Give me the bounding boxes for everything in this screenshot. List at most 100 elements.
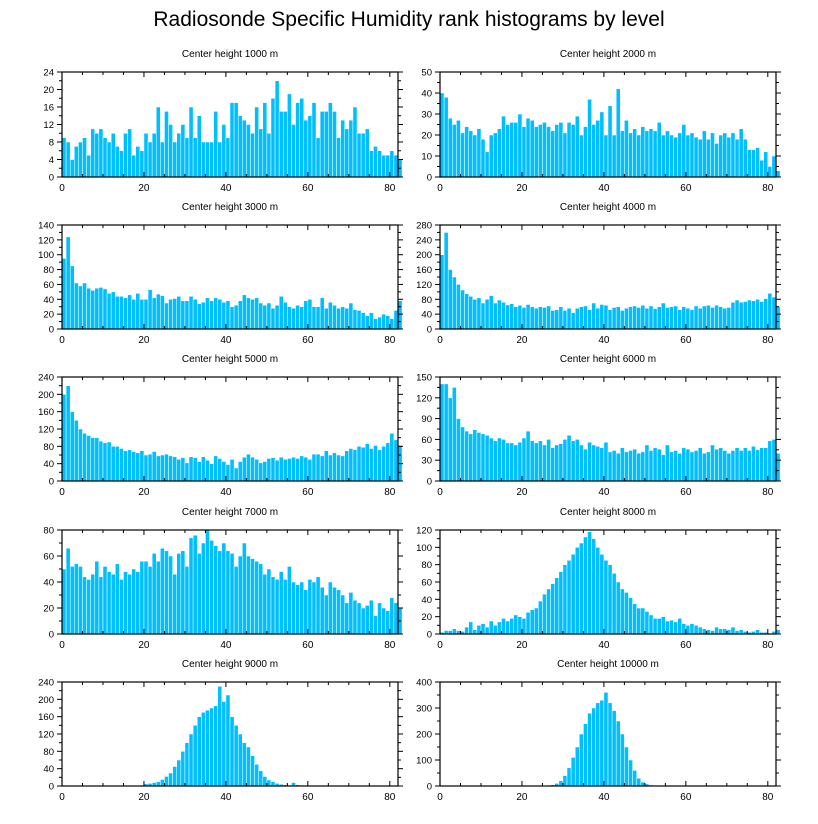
histogram-bar (385, 442, 391, 482)
x-tick-label: 20 (138, 487, 150, 498)
histogram-bar (135, 293, 141, 330)
histogram-bar (360, 312, 366, 330)
histogram-bar (119, 296, 124, 330)
histogram-bar (266, 568, 272, 635)
histogram-bar (669, 134, 674, 178)
histogram-bar (566, 307, 572, 330)
histogram-panel-2: Center height 2000 m 0 20 40 60 80 0 10 20 30 40 50 (421, 49, 781, 194)
histogram-bar (583, 126, 588, 178)
x-tick-label: 60 (302, 335, 314, 346)
histogram-bar (706, 138, 711, 178)
histogram-bar (439, 254, 445, 330)
histogram-bar (217, 299, 223, 330)
histogram-panel-10: Center height 10000 m 0 20 40 60 80 0 100 200 300… (416, 659, 781, 803)
x-tick-label: 20 (138, 183, 150, 194)
histogram-bar (443, 383, 449, 482)
histogram-bar (722, 450, 728, 482)
histogram-bar (213, 545, 218, 635)
histogram-bar (364, 443, 370, 482)
histogram-bar (328, 102, 333, 178)
histogram-bar (299, 581, 305, 635)
histogram-bar (673, 450, 678, 482)
y-tick-label: 100 (38, 250, 54, 261)
panel-title: Center height 9000 m (182, 659, 278, 670)
histogram-bar (139, 560, 145, 635)
histogram-bar (693, 136, 699, 178)
histogram-bar (673, 305, 678, 330)
histogram-bar (497, 128, 502, 178)
histogram-bar (529, 440, 535, 482)
histogram-bar (697, 307, 703, 330)
histogram-bar (652, 618, 658, 635)
histogram-bar (661, 302, 666, 330)
x-tick-label: 60 (680, 335, 692, 346)
histogram-bar (315, 306, 321, 330)
histogram-bar (665, 307, 670, 330)
y-tick-label: 240 (38, 678, 54, 689)
histogram-bar (213, 705, 218, 787)
histogram-bar (369, 448, 374, 482)
histogram-bar (352, 106, 358, 178)
histogram-bar (480, 433, 486, 482)
histogram-bar (775, 453, 781, 482)
histogram-bar (348, 592, 354, 635)
histogram-bar (160, 141, 165, 178)
y-tick-label: 40 (43, 764, 54, 775)
histogram-bar (61, 568, 67, 635)
histogram-bar (78, 285, 83, 330)
y-tick-label: 10 (421, 152, 432, 163)
histogram-bar (759, 447, 764, 482)
histogram-bar (476, 432, 482, 482)
histogram-bar (587, 441, 592, 482)
histogram-bar (767, 166, 773, 178)
histogram-bar (221, 542, 227, 635)
histogram-bar (115, 446, 120, 482)
x-tick-label: 40 (598, 640, 610, 651)
histogram-bar (624, 746, 629, 787)
histogram-bar (562, 564, 568, 635)
histogram-bar (160, 295, 165, 330)
histogram-bar (377, 602, 382, 635)
histogram-bar (139, 450, 145, 482)
histogram-bar (213, 111, 218, 178)
histogram-bar (558, 443, 564, 482)
histogram-bar (192, 725, 198, 787)
histogram-bar (648, 128, 654, 178)
histogram-panel-4: Center height 4000 m 0 20 40 60 80 0 40 80 120 160… (416, 202, 781, 346)
y-tick-label: 24 (43, 68, 54, 79)
histogram-bar (287, 458, 292, 482)
histogram-bar (472, 629, 478, 635)
histogram-bar (258, 462, 264, 482)
histogram-bar (147, 141, 153, 178)
histogram-bar (665, 444, 670, 482)
histogram-bar (767, 440, 773, 482)
histogram-bar (587, 712, 592, 787)
histogram-bar (546, 439, 551, 482)
y-tick-label: 40 (421, 89, 432, 100)
y-tick-label: 12 (43, 120, 54, 131)
histogram-bar (188, 296, 194, 330)
histogram-bar (65, 141, 71, 178)
histogram-bar (763, 298, 769, 330)
histogram-bar (718, 628, 723, 635)
y-tick-label: 80 (43, 442, 54, 453)
histogram-bar (332, 111, 337, 178)
histogram-bar (456, 418, 461, 482)
histogram-bar (242, 294, 247, 330)
histogram-bar (147, 289, 153, 330)
y-tick-label: 100 (416, 756, 432, 767)
x-tick-label: 80 (384, 792, 396, 803)
histogram-panel-1: Center height 1000 m 0 20 40 60 80 0 4 8 12 16 20 24 (43, 49, 403, 194)
histogram-bar (74, 420, 79, 482)
histogram-bar (360, 446, 366, 482)
histogram-bar (447, 117, 453, 178)
histogram-bar (718, 134, 723, 178)
histogram-bar (74, 563, 79, 635)
histogram-bar (554, 124, 560, 178)
histogram-panel-9: Center height 9000 m 0 20 40 60 80 0 40 80 120 160… (38, 659, 403, 803)
histogram-bar (632, 305, 637, 330)
histogram-bar (131, 154, 137, 178)
histogram-bar (119, 448, 124, 482)
histogram-bar (295, 102, 300, 178)
histogram-bar (176, 459, 182, 482)
